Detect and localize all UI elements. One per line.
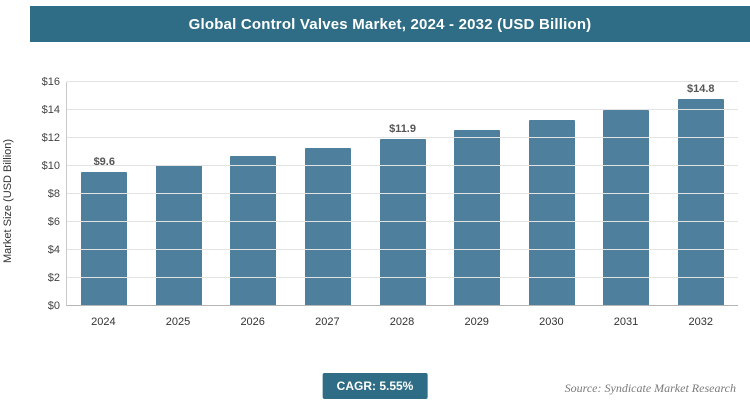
- y-tick-label: $6: [47, 216, 60, 228]
- bar-value-label: $14.8: [687, 82, 715, 95]
- bar: [379, 139, 426, 306]
- x-tick-label: 2025: [165, 316, 191, 328]
- chart-title-banner: Global Control Valves Market, 2024 - 203…: [30, 6, 750, 42]
- bar-cell: $11.9: [365, 82, 440, 306]
- gridline: [67, 109, 738, 110]
- bar-cell: [142, 82, 217, 306]
- x-tick-label: 2024: [91, 316, 116, 328]
- x-tick-label: 2032: [688, 316, 713, 328]
- bars-row: $9.6 $11.9 $14.8: [67, 82, 738, 306]
- x-tick-label: 2028: [389, 316, 415, 328]
- bar-value-label: $11.9: [389, 123, 416, 136]
- bar-cell: [440, 82, 515, 306]
- bar: [454, 129, 501, 306]
- y-tick-label: $4: [47, 244, 60, 256]
- bar: [528, 119, 575, 306]
- x-labels-row: 2024 2025 2026 2027 2028 2029 2030 2031 2032: [66, 312, 738, 332]
- x-tick-label: 2026: [240, 316, 265, 328]
- bar-cell: $9.6: [67, 82, 142, 306]
- bar-cell: [216, 82, 291, 306]
- gridline: [67, 165, 738, 166]
- bar: [603, 110, 650, 306]
- gridline: [67, 249, 738, 250]
- gridline: [67, 305, 738, 306]
- bar-cell: [589, 82, 664, 306]
- x-tick-label: 2027: [315, 316, 340, 328]
- chart-footer: CAGR: 5.55% Source: Syndicate Market Res…: [0, 373, 750, 403]
- source-credit: Source: Syndicate Market Research: [564, 381, 736, 395]
- gridline: [67, 137, 738, 138]
- y-tick-label: $14: [41, 104, 60, 116]
- bar-value-label: $9.6: [93, 155, 115, 168]
- gridline: [67, 221, 738, 222]
- y-tick-label: $10: [41, 160, 60, 172]
- chart-title: Global Control Valves Market, 2024 - 203…: [188, 15, 592, 33]
- bar: [230, 156, 277, 306]
- bar-cell: [514, 82, 589, 306]
- x-tick-label: 2031: [613, 316, 639, 328]
- y-tick-label: $8: [47, 188, 60, 200]
- cagr-badge: CAGR: 5.55%: [322, 373, 428, 399]
- bar: [81, 171, 128, 306]
- gridline: [67, 193, 738, 194]
- y-tick-label: $12: [41, 132, 60, 144]
- bar-cell: [291, 82, 366, 306]
- bar: [304, 147, 351, 306]
- bar-cell: $14.8: [664, 82, 739, 306]
- gridline: [67, 81, 738, 82]
- gridline: [67, 277, 738, 278]
- y-axis-label: Market Size (USD Billion): [2, 138, 14, 264]
- bar: [677, 98, 724, 306]
- plot-area: $9.6 $11.9 $14.8 $0 $2 $4 $6 $8 $10 $12 $14 $16: [42, 76, 738, 312]
- y-tick-label: $2: [47, 272, 60, 284]
- y-tick-label: $16: [41, 76, 60, 88]
- y-tick-label: $0: [47, 300, 60, 312]
- chart-area: Market Size (USD Billion) $9.6 $11.9 $14.8…: [0, 56, 750, 346]
- x-tick-label: 2029: [464, 316, 489, 328]
- bar: [155, 164, 202, 306]
- x-tick-label: 2030: [539, 316, 564, 328]
